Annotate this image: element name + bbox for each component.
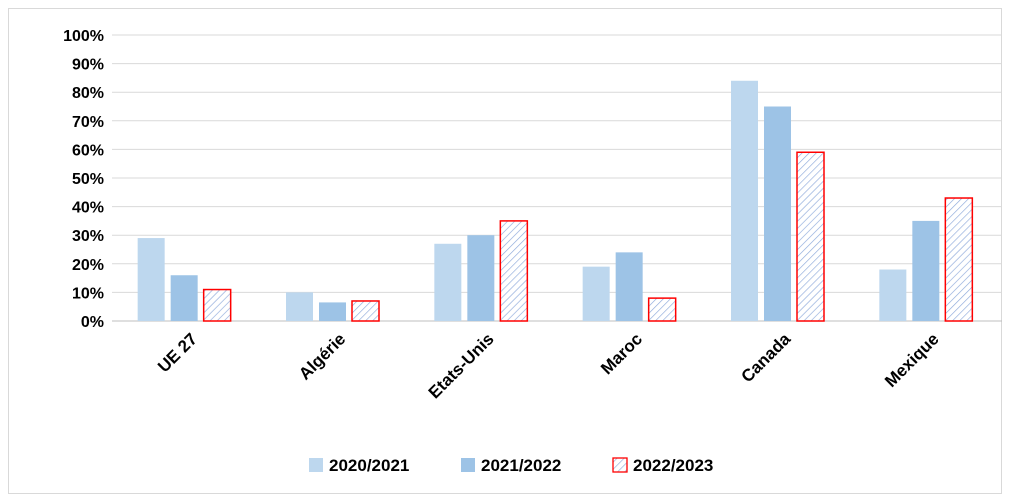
y-tick-label: 40% <box>72 200 104 217</box>
x-category-label: Algérie <box>295 329 349 383</box>
bar-2020-2021-maroc <box>582 266 610 321</box>
y-tick-label: 10% <box>72 285 104 302</box>
gridlines <box>112 34 1002 322</box>
bar-2021-2022-mexique <box>912 220 940 321</box>
bar-2021-2022-etats-unis <box>467 235 495 321</box>
legend-swatch <box>461 458 475 472</box>
x-category-label: Etats-Unis <box>425 329 498 402</box>
x-category-label: Mexique <box>881 329 943 391</box>
bar-2020-2021-ue-27 <box>137 238 165 321</box>
bar-2022-2023-ue-27 <box>202 288 232 322</box>
legend-label: 2020/2021 <box>329 456 409 475</box>
y-tick-label: 70% <box>72 114 104 131</box>
bar-2022-2023-algérie <box>351 300 380 322</box>
y-tick-label: 30% <box>72 228 104 245</box>
legend-label: 2022/2023 <box>633 456 713 475</box>
bar-2021-2022-maroc <box>615 252 643 321</box>
y-tick-label: 50% <box>72 171 104 188</box>
bar-2020-2021-canada <box>731 80 758 321</box>
bar-2020-2021-algérie <box>286 292 313 321</box>
bar-2021-2022-algérie <box>319 302 346 321</box>
bar-2022-2023-maroc <box>647 297 677 322</box>
legend: 2020/2021 2021/2022 2022/2023 <box>309 456 713 475</box>
legend-swatch <box>612 457 628 473</box>
bar-2020-2021-mexique <box>879 269 907 321</box>
bar-2022-2023-mexique <box>944 197 974 322</box>
y-axis-ticks: 0% 10% 20% 30% 40% 50% 60% 70% 80% 90% 100% <box>63 28 104 331</box>
y-tick-label: 100% <box>63 28 104 45</box>
legend-label: 2021/2022 <box>481 456 561 475</box>
bar-2020-2021-etats-unis <box>434 243 462 321</box>
bar-2021-2022-ue-27 <box>170 275 198 321</box>
bar-2022-2023-canada <box>796 151 825 322</box>
y-tick-label: 80% <box>72 85 104 102</box>
x-category-label: Maroc <box>597 329 646 378</box>
x-axis-labels: UE 27 Algérie Etats-Unis Maroc Canada Mexique <box>154 329 943 402</box>
y-tick-label: 0% <box>81 314 104 331</box>
bars <box>137 80 974 322</box>
y-tick-label: 90% <box>72 57 104 74</box>
bar-2021-2022-canada <box>764 106 791 321</box>
x-category-label: UE 27 <box>154 329 201 376</box>
legend-swatch <box>309 458 323 472</box>
y-tick-label: 60% <box>72 142 104 159</box>
x-category-label: Canada <box>737 329 794 386</box>
y-tick-label: 20% <box>72 257 104 274</box>
bar-2022-2023-etats-unis <box>499 220 529 322</box>
